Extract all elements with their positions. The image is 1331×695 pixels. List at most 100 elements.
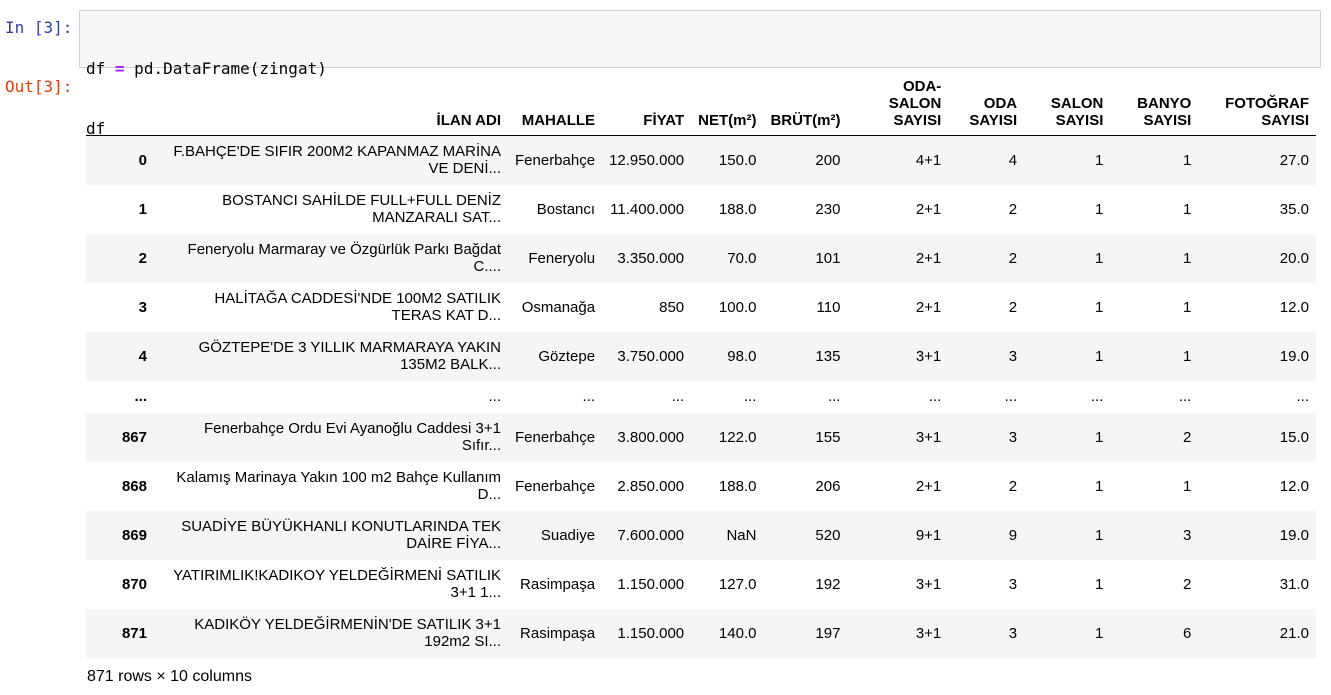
table-cell: ...: [671, 388, 685, 405]
table-cell: 70.0: [727, 249, 757, 267]
table-cell: ...: [743, 388, 757, 405]
table-cell: 3: [1008, 428, 1018, 446]
table-body: 0 F.BAHÇE'DE SIFIR 200M2 KAPANMAZ MARİNA …: [86, 135, 1316, 658]
table-cell: 1: [1095, 347, 1104, 365]
table-row: 870 YATIRIMLIK!KADIKOY YELDEĞİRMENİ SATIL…: [86, 560, 1316, 609]
table-row: 868 Kalamış Marinaya Yakın 100 m2 Bahçe K…: [86, 462, 1316, 511]
table-cell: 1: [1182, 347, 1192, 365]
table-row: 871 KADIKÖY YELDEĞİRMENİN'DE SATILIK 3+1 …: [86, 608, 1316, 658]
table-cell: F.BAHÇE'DE SIFIR 200M2 KAPANMAZ MARİNA V…: [173, 143, 501, 178]
table-cell: 100.0: [718, 298, 757, 316]
table-cell: 12.0: [1279, 477, 1309, 495]
table-cell: 98.0: [727, 347, 757, 365]
table-cell: 11.400.000: [610, 200, 685, 218]
table-cell: 27.0: [1279, 151, 1309, 169]
table-cell: Suadiye: [540, 526, 596, 544]
table-cell: Fenerbahçe: [515, 151, 596, 169]
table-cell: 850: [659, 298, 685, 316]
table-cell: Osmanağa: [521, 298, 596, 316]
table-cell: GÖZTEPE'DE 3 YILLIK MARMARAYA YAKIN 135M…: [198, 339, 501, 373]
column-header: FOTOĞRAF SAYISI: [1198, 78, 1316, 136]
table-cell: 2: [1008, 200, 1018, 218]
table-cell: 9: [1008, 526, 1018, 544]
table-cell: 188.0: [718, 477, 757, 495]
table-cell: ...: [488, 388, 501, 405]
table-row: 3 HALİTAĞA CADDESİ'NDE 100M2 SATILIK TERA…: [86, 283, 1316, 332]
row-index: ...: [134, 388, 147, 405]
table-cell: 1: [1182, 477, 1192, 495]
table-cell: 31.0: [1279, 575, 1309, 593]
dataframe-table: İLAN ADI MAHALLE FİYAT NET(m²) BRÜT(m²) ODA-S…: [86, 78, 1316, 658]
table-cell: 2: [1008, 477, 1018, 495]
table-cell: 192: [815, 575, 841, 593]
table-cell: Feneryolu Marmaray ve Özgürlük Parkı Bağ…: [187, 241, 501, 275]
table-cell: ...: [1296, 388, 1309, 405]
table-cell: 4+1: [915, 151, 942, 169]
table-cell: 9+1: [915, 526, 942, 544]
row-index: 0: [138, 151, 147, 169]
row-index: 867: [121, 428, 147, 446]
table-cell: 2: [1182, 428, 1192, 446]
dataframe-output: İLAN ADI MAHALLE FİYAT NET(m²) BRÜT(m²) ODA-S…: [86, 78, 1316, 658]
table-cell: 19.0: [1279, 347, 1309, 365]
table-cell: 2+1: [915, 298, 942, 316]
table-cell: Bostancı: [536, 200, 596, 218]
row-index: 1: [138, 200, 147, 218]
column-header: ODA SAYISI: [948, 78, 1025, 136]
table-cell: 1: [1095, 428, 1104, 446]
table-cell: 19.0: [1279, 526, 1309, 544]
table-cell: Fenerbahçe Ordu Evi Ayanoğlu Caddesi 3+1…: [203, 420, 501, 454]
table-cell: 1: [1095, 526, 1104, 544]
table-cell: 1.150.000: [617, 624, 685, 642]
table-cell: 1: [1182, 249, 1192, 267]
table-cell: 3: [1008, 624, 1018, 642]
table-header: İLAN ADI MAHALLE FİYAT NET(m²) BRÜT(m²) ODA-S…: [86, 78, 1316, 136]
table-cell: 3.800.000: [617, 428, 685, 446]
table-cell: 21.0: [1279, 624, 1309, 642]
table-cell: 1: [1095, 249, 1104, 267]
table-cell: 3+1: [915, 347, 942, 365]
table-cell: 1: [1182, 151, 1192, 169]
code-input-area[interactable]: df = pd.DataFrame(zingat) df: [79, 10, 1321, 138]
table-cell: YATIRIMLIK!KADIKOY YELDEĞİRMENİ SATILIK …: [173, 567, 501, 601]
table-cell: 150.0: [718, 151, 757, 169]
table-cell: 230: [815, 200, 841, 218]
table-cell: 155: [815, 428, 841, 446]
table-cell: 12.950.000: [609, 151, 685, 169]
table-cell: Fenerbahçe: [515, 477, 596, 495]
table-cell: 20.0: [1279, 249, 1309, 267]
table-cell: Kalamış Marinaya Yakın 100 m2 Bahçe Kull…: [176, 469, 501, 503]
index-header: [86, 78, 154, 136]
table-row: 1 BOSTANCI SAHİLDE FULL+FULL DENİZ MANZAR…: [86, 185, 1316, 234]
column-header: BRÜT(m²): [763, 78, 848, 136]
code-line-1: df = pd.DataFrame(zingat): [86, 59, 327, 78]
table-cell: ...: [1090, 388, 1104, 405]
table-cell: 2+1: [915, 200, 942, 218]
table-cell: 2: [1008, 249, 1018, 267]
table-cell: 1.150.000: [617, 575, 685, 593]
table-cell: ...: [928, 388, 942, 405]
table-cell: ...: [1004, 388, 1018, 405]
column-header: BANYO SAYISI: [1110, 78, 1199, 136]
table-cell: 35.0: [1279, 200, 1309, 218]
table-cell: 110: [816, 298, 841, 316]
table-cell: 520: [815, 526, 841, 544]
table-cell: 12.0: [1279, 298, 1309, 316]
table-cell: 3: [1008, 347, 1018, 365]
table-cell: 200: [815, 151, 841, 169]
table-cell: ...: [1178, 388, 1192, 405]
table-row: 869 SUADİYE BÜYÜKHANLI KONUTLARINDA TEK D…: [86, 510, 1316, 560]
table-cell: 3: [1008, 575, 1018, 593]
table-cell: 3.750.000: [617, 347, 685, 365]
table-cell: 3+1: [915, 428, 942, 446]
row-index: 868: [121, 477, 147, 495]
table-cell: 2.850.000: [617, 477, 685, 495]
output-prompt: Out[3]:: [5, 77, 73, 96]
table-cell: 6: [1182, 624, 1192, 642]
table-cell: 135: [815, 347, 841, 365]
table-cell: 188.0: [718, 200, 757, 218]
table-cell: Fenerbahçe: [515, 428, 596, 446]
table-cell: Rasimpaşa: [520, 624, 596, 642]
row-index: 3: [138, 298, 147, 316]
table-cell: ...: [827, 388, 841, 405]
